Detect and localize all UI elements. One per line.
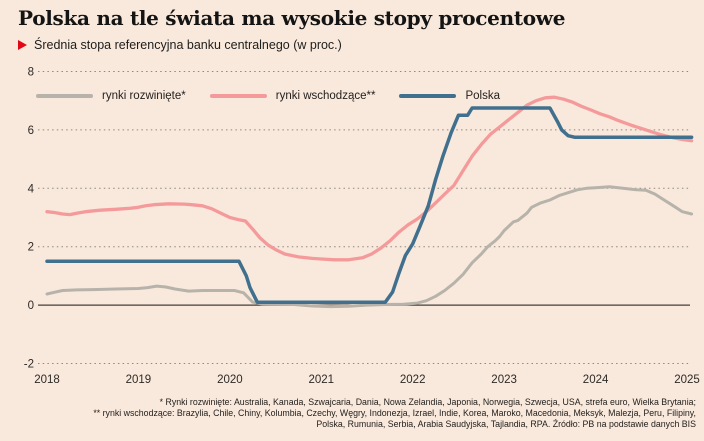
y-tick-label: -2 — [24, 359, 34, 371]
y-tick-label: 6 — [28, 125, 34, 137]
y-tick-label: 8 — [28, 67, 34, 79]
legend-item-developed-markets: rynki rozwinięte* — [36, 90, 186, 102]
footnote-line-2: ** rynki wschodzące: Brazylia, Chile, Ch… — [93, 407, 696, 418]
x-tick-label: 2024 — [583, 374, 609, 386]
source-footnote: * Rynki rozwinięte: Australia, Kanada, S… — [76, 397, 696, 430]
x-tick-label: 2023 — [491, 374, 517, 386]
footnote-line-1: * Rynki rozwinięte: Australia, Kanada, S… — [159, 397, 696, 407]
legend-item-poland: Polska — [399, 90, 500, 102]
x-tick-label: 2018 — [34, 374, 60, 386]
y-tick-label: 2 — [28, 242, 34, 254]
x-tick-label: 2022 — [400, 374, 426, 386]
legend-swatch-developed-markets — [36, 93, 93, 99]
x-tick-label: 2021 — [309, 374, 335, 386]
y-tick-label: 4 — [28, 183, 35, 195]
legend-swatch-poland — [399, 93, 457, 99]
x-tick-label: 2020 — [217, 374, 243, 386]
y-tick-label: 0 — [28, 300, 34, 312]
chart-subtitle: Średnia stopa referencyjna banku central… — [34, 38, 342, 52]
series-line-developed-markets — [45, 185, 694, 309]
x-tick-label: 2019 — [126, 374, 152, 386]
legend-label-poland: Polska — [465, 90, 500, 102]
series-line-poland — [45, 106, 694, 304]
legend-swatch-emerging-markets — [209, 93, 267, 99]
series-line-emerging-markets — [45, 95, 694, 262]
legend-label-developed-markets: rynki rozwinięte* — [102, 90, 186, 102]
chart-title: Polska na tle świata ma wysokie stopy pr… — [18, 6, 566, 30]
legend-label-emerging-markets: rynki wschodzące** — [275, 90, 376, 102]
footnote-line-3: Polska, Rumunia, Serbia, Arabia Saudyjsk… — [316, 418, 696, 429]
chart-legend: rynki rozwinięte* rynki wschodzące** Pol… — [36, 90, 500, 102]
chart-subtitle-row: Średnia stopa referencyjna banku central… — [18, 38, 342, 52]
legend-item-emerging-markets: rynki wschodzące** — [209, 90, 376, 102]
x-tick-label: 2025 — [674, 374, 700, 386]
bullet-triangle-icon — [18, 40, 27, 50]
